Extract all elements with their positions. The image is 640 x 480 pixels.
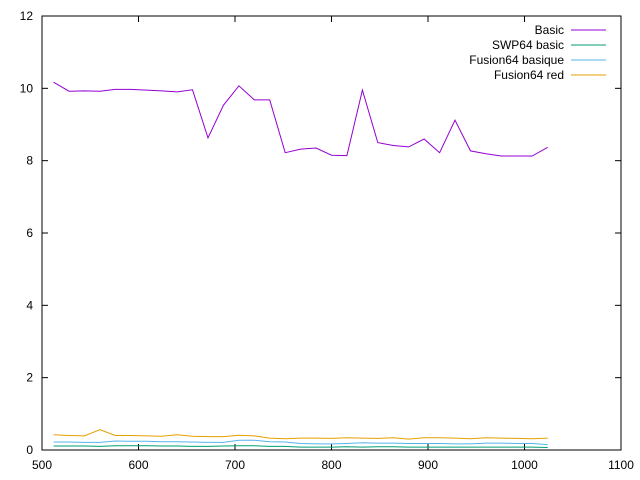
y-tick-label: 8 <box>26 154 33 168</box>
y-tick-label: 0 <box>26 443 33 457</box>
y-tick-label: 10 <box>20 81 34 95</box>
y-tick-label: 6 <box>26 226 33 240</box>
axes: 500 600 700 800 900 1000 1100 0 2 4 6 8 10 12 <box>20 9 635 472</box>
x-tick-label: 600 <box>128 458 148 472</box>
x-tick-label: 700 <box>225 458 245 472</box>
x-tick-label: 1100 <box>608 458 634 472</box>
series-line-1 <box>53 445 548 448</box>
legend-label: Fusion64 basique <box>469 53 564 67</box>
legend-label: Basic <box>535 23 564 37</box>
series-line-2 <box>53 439 548 446</box>
x-tick-label: 1000 <box>511 458 538 472</box>
series-line-3 <box>53 429 548 440</box>
y-tick-label: 2 <box>26 371 33 385</box>
y-tick-label: 12 <box>20 9 34 23</box>
legend-label: SWP64 basic <box>492 38 564 52</box>
y-tick-label: 4 <box>26 298 33 312</box>
plot-series <box>53 81 548 448</box>
x-tick-label: 900 <box>418 458 438 472</box>
series-line-0 <box>53 81 548 157</box>
legend-label: Fusion64 red <box>494 68 564 82</box>
x-tick-label: 500 <box>32 458 52 472</box>
x-tick-label: 800 <box>321 458 341 472</box>
